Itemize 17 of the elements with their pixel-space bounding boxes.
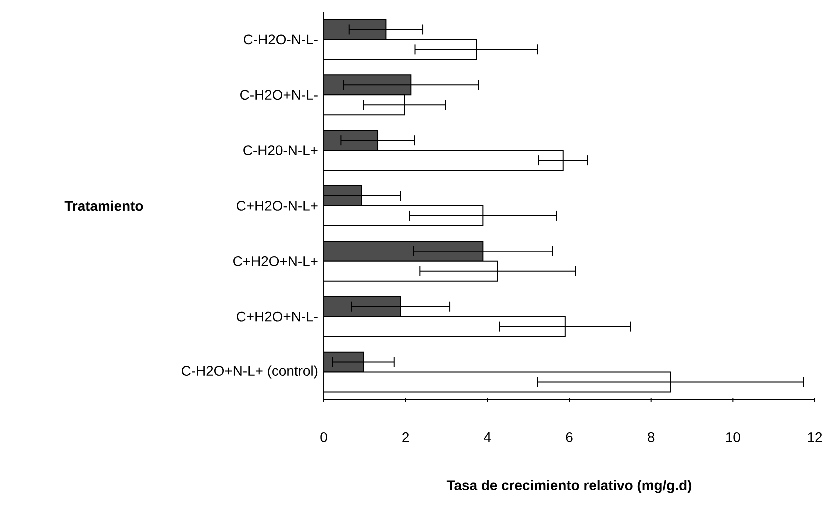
y-tick-label: C-H2O+N-L- xyxy=(240,90,318,100)
x-tick-label: 0 xyxy=(320,432,328,442)
y-tick-label: C+H2O+N-L+ xyxy=(234,256,318,266)
y-tick-label: C+H2O-N-L+ xyxy=(237,201,318,211)
x-axis-title: Tasa de crecimiento relativo (mg/g.d) xyxy=(446,480,692,494)
x-tick-label: 6 xyxy=(566,432,573,442)
x-tick-label: 2 xyxy=(402,432,410,442)
x-tick-label: 8 xyxy=(648,432,655,442)
bar xyxy=(324,240,484,262)
y-tick-label: C+H2O+N-L- xyxy=(237,312,318,322)
x-tick-label: 4 xyxy=(484,432,492,442)
y-tick-label: C-H2O-N-L- xyxy=(244,34,318,45)
y-tick-label: C-H20-N-L+ xyxy=(244,146,318,156)
x-tick-label: 10 xyxy=(726,432,740,442)
x-tick-label: 12 xyxy=(808,432,822,442)
y-tick-label: C-H2O+N-L+ (control) xyxy=(182,366,318,379)
y-axis-title: Tratamiento xyxy=(64,200,144,212)
